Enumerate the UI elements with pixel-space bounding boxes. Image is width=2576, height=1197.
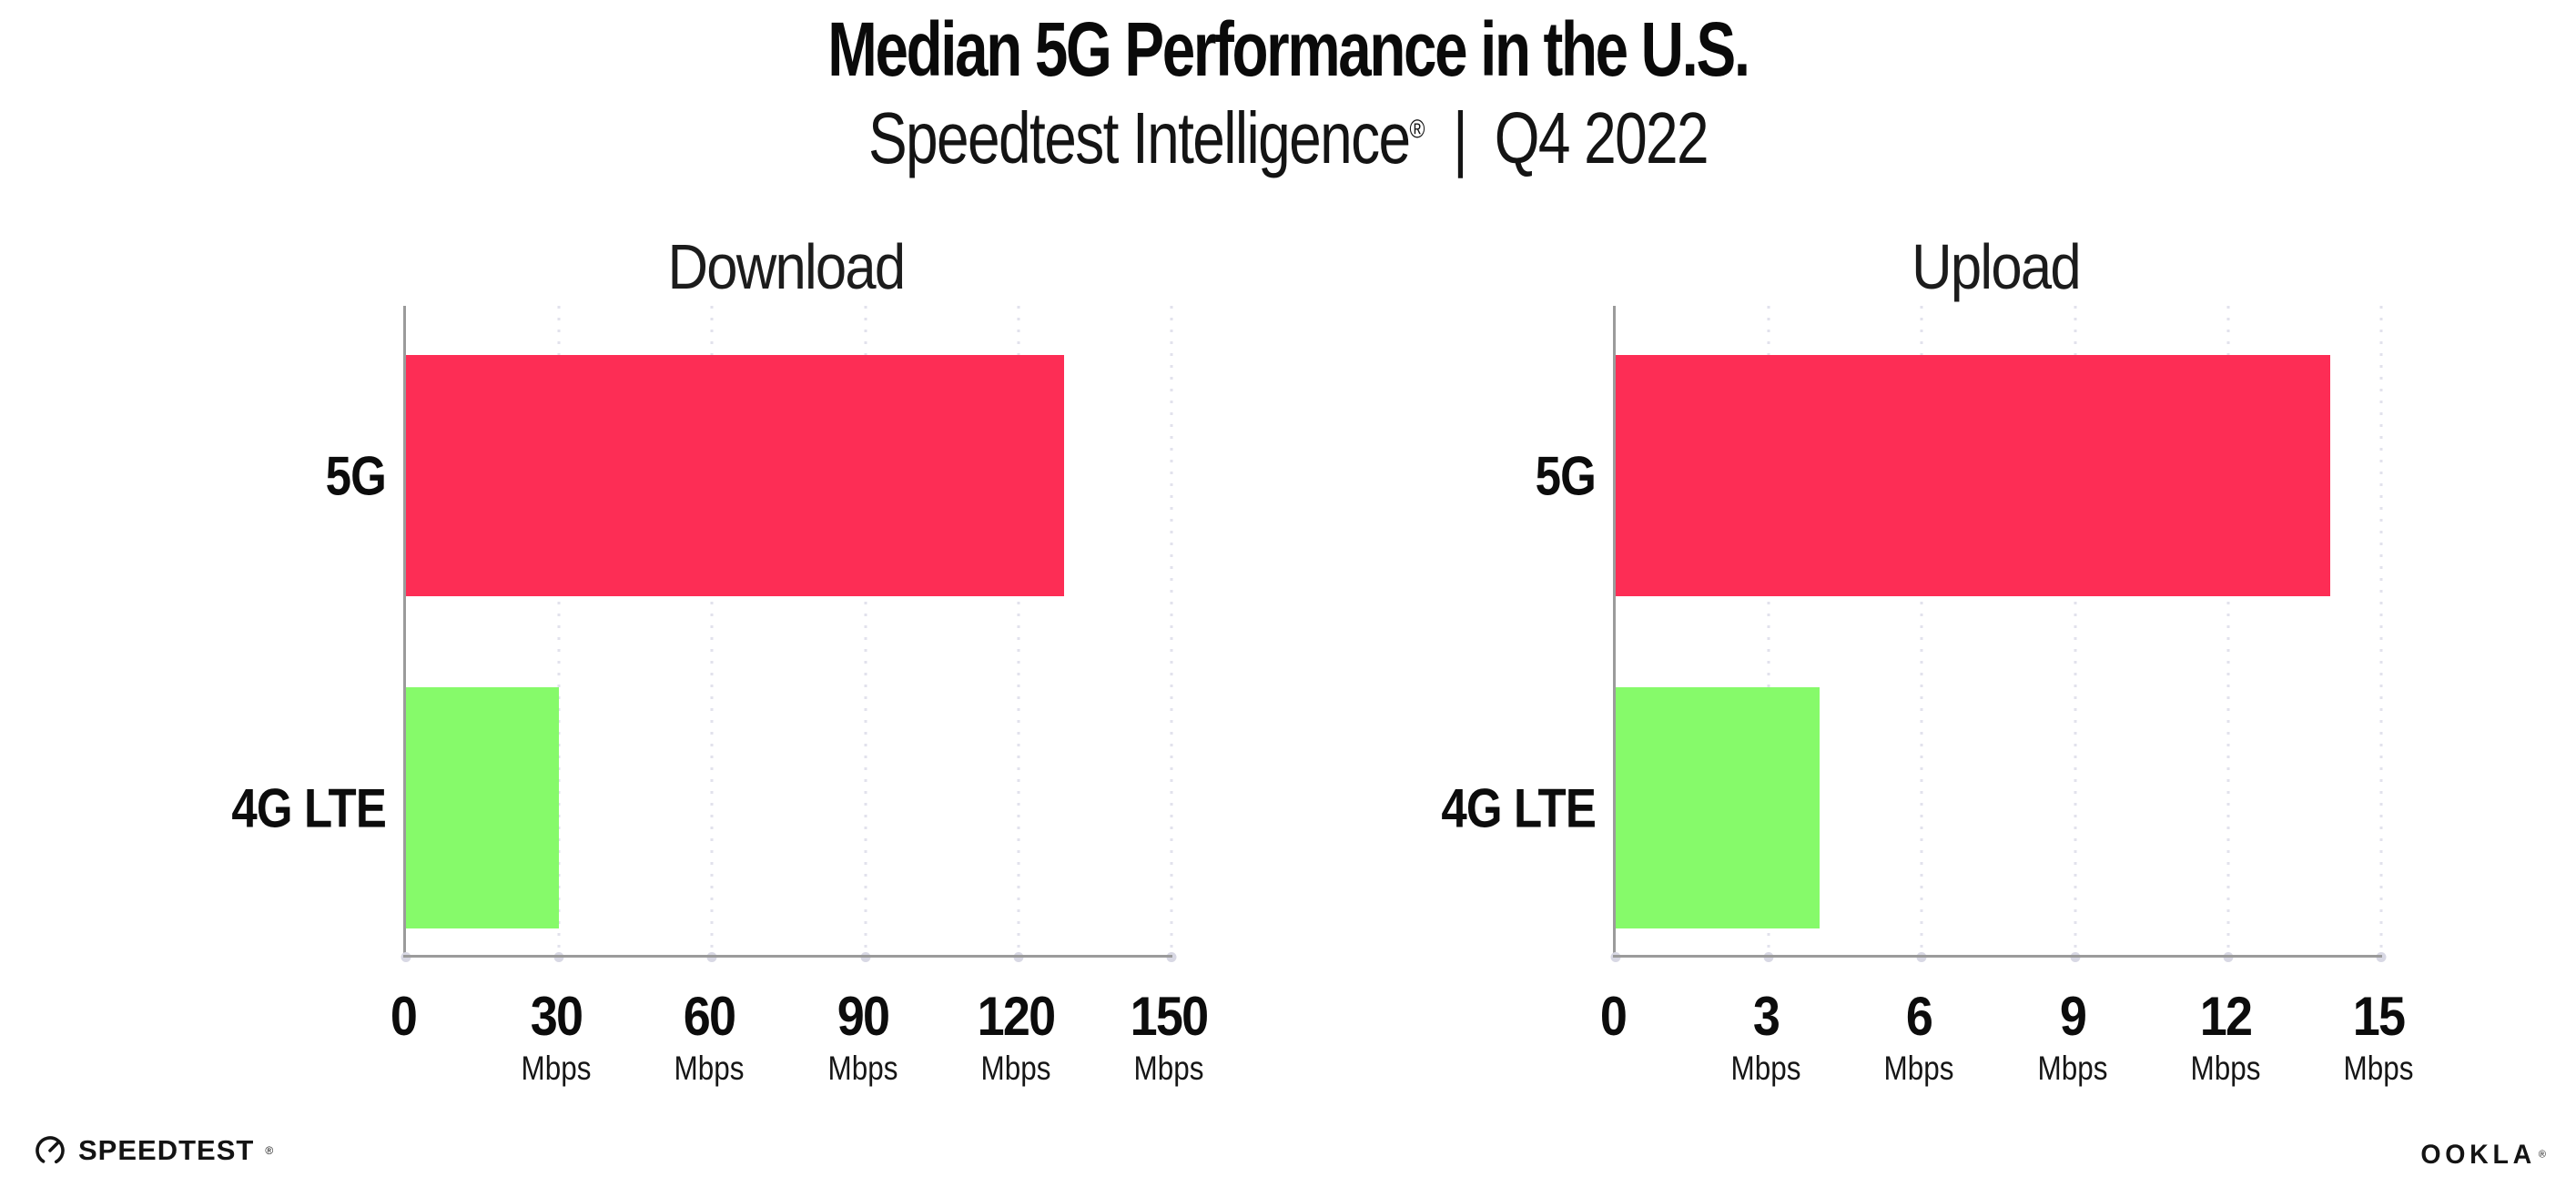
gridline xyxy=(1017,306,1020,958)
tick-6: 6 Mbps xyxy=(1878,987,1960,1087)
speedtest-trademark: ® xyxy=(265,1144,274,1157)
ookla-registered: ® xyxy=(2538,1149,2546,1161)
tick-unit: Mbps xyxy=(980,1050,1051,1087)
tick-90: 90 Mbps xyxy=(821,987,903,1087)
tick-value: 150 xyxy=(1130,986,1210,1047)
download-chart-title: Download xyxy=(667,231,907,302)
bar-5g xyxy=(1616,355,2330,596)
tick-value: 15 xyxy=(2352,986,2406,1047)
tick-value: 12 xyxy=(2199,986,2253,1047)
page-subtitle: Speedtest Intelligence® | Q4 2022 xyxy=(258,102,2318,175)
subtitle-separator: | xyxy=(1453,97,1468,178)
bar-4g-lte xyxy=(406,687,560,928)
plot-area: 5G 4G LTE xyxy=(1441,306,2387,962)
gridline xyxy=(2074,306,2077,958)
gridline xyxy=(557,306,561,958)
axis-ticks: 0 30 Mbps 60 Mbps 90 Mbps 120 Mbps 150 Mbps xyxy=(390,987,1209,1132)
tick-unit: Mbps xyxy=(1133,1050,1204,1087)
upload-chart-title: Upload xyxy=(1912,231,2081,302)
tick-120: 120 Mbps xyxy=(973,987,1059,1087)
tick-unit: Mbps xyxy=(2343,1050,2414,1087)
tick-value: 30 xyxy=(530,986,583,1047)
tick-150: 150 Mbps xyxy=(1126,987,1212,1087)
page-title: Median 5G Performance in the U.S. xyxy=(827,6,1750,92)
gridline xyxy=(864,306,867,958)
tick-3: 3 Mbps xyxy=(1725,987,1807,1087)
tick-unit: Mbps xyxy=(1883,1050,1954,1087)
category-label-5g: 5G xyxy=(1535,445,1597,507)
tick-unit: Mbps xyxy=(521,1050,592,1087)
tick-0: 0 xyxy=(389,986,418,1047)
bar-5g xyxy=(406,355,1065,596)
x-axis-line xyxy=(1613,955,2382,958)
category-label-4g-lte: 4G LTE xyxy=(231,777,386,839)
tick-30: 30 Mbps xyxy=(515,987,597,1087)
tick-unit: Mbps xyxy=(827,1050,898,1087)
subtitle-brand: Speedtest Intelligence xyxy=(867,97,1411,178)
tick-60: 60 Mbps xyxy=(668,987,750,1087)
upload-chart: Upload 5G 4G LTE 0 3 Mbps 6 Mbps 9 Mbps 12 Mbps 15… xyxy=(1404,228,2414,1147)
ookla-logo: OOKLA ® xyxy=(2418,1140,2546,1171)
speedtest-gauge-icon xyxy=(35,1136,65,1165)
tick-15: 15 Mbps xyxy=(2338,987,2419,1087)
subtitle-period: Q4 2022 xyxy=(1494,97,1709,178)
speedtest-logo: SPEEDTEST ® xyxy=(33,1133,273,1168)
gridline xyxy=(1767,306,1770,958)
tick-value: 0 xyxy=(1599,986,1628,1047)
gridline xyxy=(1920,306,1923,958)
category-label-5g: 5G xyxy=(325,445,387,507)
tick-unit: Mbps xyxy=(2037,1050,2108,1087)
tick-value: 3 xyxy=(1753,986,1780,1047)
speedtest-wordmark: SPEEDTEST xyxy=(78,1134,255,1166)
tick-value: 90 xyxy=(837,986,889,1047)
tick-unit: Mbps xyxy=(674,1050,745,1087)
tick-12: 12 Mbps xyxy=(2185,987,2267,1087)
ookla-wordmark: OOKLA xyxy=(2419,1140,2536,1170)
tick-value: 120 xyxy=(977,986,1056,1047)
tick-value: 60 xyxy=(684,986,736,1047)
category-label-4g-lte: 4G LTE xyxy=(1441,777,1596,839)
plot-area: 5G 4G LTE xyxy=(231,306,1177,962)
x-axis-line xyxy=(403,955,1172,958)
gridline xyxy=(2379,306,2383,958)
tick-value: 0 xyxy=(390,986,418,1047)
bar-4g-lte xyxy=(1616,687,1820,928)
tick-unit: Mbps xyxy=(1730,1050,1801,1087)
registered-mark: ® xyxy=(1409,115,1425,145)
gridline xyxy=(710,306,714,958)
tick-value: 9 xyxy=(2059,986,2086,1047)
tick-value: 6 xyxy=(1906,986,1933,1047)
download-chart: Download 5G 4G LTE 0 30 Mbps 60 Mbps 90 Mbps 120… xyxy=(194,228,1209,1147)
tick-9: 9 Mbps xyxy=(2031,987,2113,1087)
axis-ticks: 0 3 Mbps 6 Mbps 9 Mbps 12 Mbps 15 Mbps xyxy=(1600,987,2414,1132)
chart-header: Median 5G Performance in the U.S. Speedt… xyxy=(0,0,2576,175)
gridline xyxy=(2226,306,2230,958)
gridline xyxy=(1170,306,1173,958)
tick-0: 0 xyxy=(1598,986,1628,1047)
tick-unit: Mbps xyxy=(2190,1050,2261,1087)
